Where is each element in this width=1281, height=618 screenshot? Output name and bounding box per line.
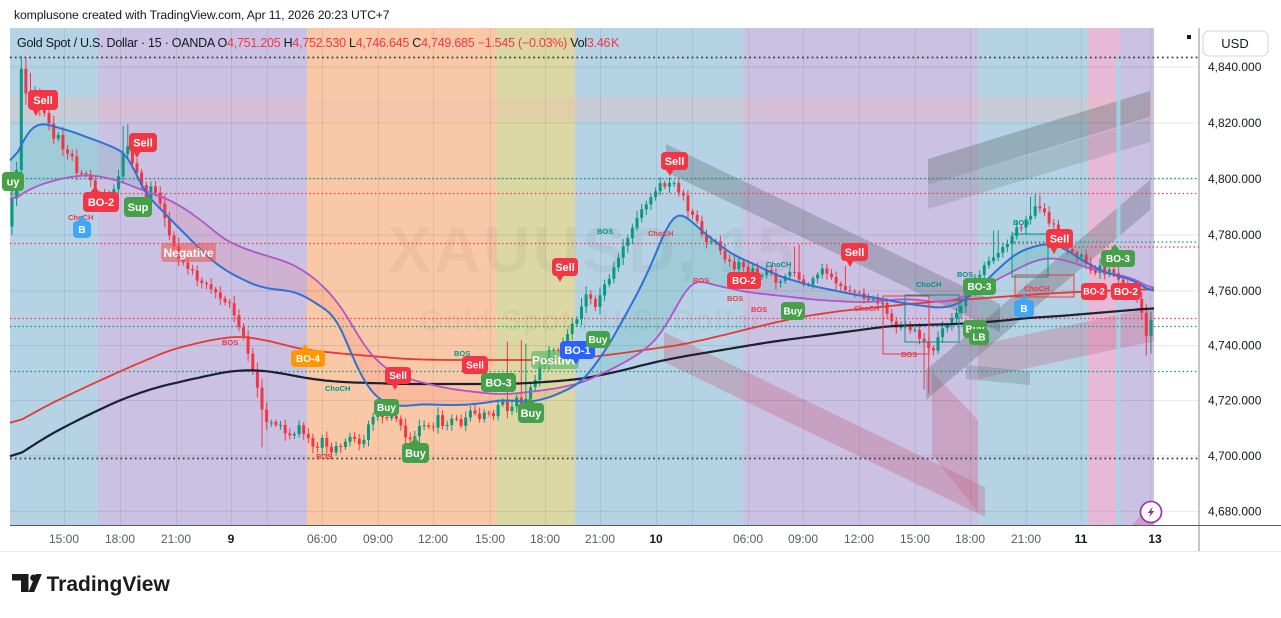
svg-text:21:00: 21:00 (161, 532, 191, 546)
svg-text:BOS: BOS (957, 270, 973, 279)
svg-text:4,780.000: 4,780.000 (1208, 228, 1262, 242)
svg-text:Sell: Sell (466, 361, 484, 372)
svg-text:BO-3: BO-3 (1106, 254, 1130, 265)
svg-text:BO-2: BO-2 (1083, 287, 1105, 297)
svg-text:21:00: 21:00 (1011, 532, 1041, 546)
svg-text:BOS: BOS (222, 338, 238, 347)
svg-text:ChoCH: ChoCH (1024, 284, 1049, 293)
svg-text:18:00: 18:00 (955, 532, 985, 546)
svg-text:Buy: Buy (521, 408, 543, 420)
svg-text:ChoCH: ChoCH (648, 229, 673, 238)
svg-text:ChoCH: ChoCH (766, 260, 791, 269)
svg-text:BOS: BOS (597, 227, 613, 236)
svg-text:12:00: 12:00 (844, 532, 874, 546)
svg-text:BOS: BOS (454, 349, 470, 358)
svg-text:15:00: 15:00 (900, 532, 930, 546)
svg-text:BOS: BOS (901, 350, 917, 359)
svg-text:Sell: Sell (133, 138, 153, 150)
svg-text:18:00: 18:00 (105, 532, 135, 546)
svg-text:Sell: Sell (1050, 234, 1070, 246)
svg-text:09:00: 09:00 (788, 532, 818, 546)
svg-text:21:00: 21:00 (585, 532, 615, 546)
svg-text:Sell: Sell (845, 247, 865, 259)
svg-text:10: 10 (649, 532, 663, 546)
svg-text:TradingView: TradingView (47, 573, 171, 596)
svg-text:BO-1: BO-1 (564, 345, 590, 357)
svg-text:Buy: Buy (377, 403, 396, 414)
svg-text:Buy: Buy (784, 307, 803, 318)
svg-text:ChoCH: ChoCH (916, 280, 941, 289)
svg-text:Sell: Sell (33, 95, 53, 107)
svg-text:BO-2: BO-2 (1114, 287, 1138, 298)
svg-text:Gold Spot / U.S. Dollar · 15 ·: Gold Spot / U.S. Dollar · 15 · OANDA O4,… (17, 36, 620, 50)
svg-text:USD: USD (1221, 36, 1248, 51)
svg-text:Buy: Buy (589, 335, 608, 346)
svg-text:BO-4: BO-4 (296, 354, 320, 365)
svg-text:ChoCH: ChoCH (325, 384, 350, 393)
svg-text:9: 9 (228, 532, 235, 546)
svg-text:4,820.000: 4,820.000 (1208, 116, 1262, 130)
svg-text:18:00: 18:00 (530, 532, 560, 546)
svg-text:BO-3: BO-3 (485, 378, 511, 390)
svg-text:BOS: BOS (727, 294, 743, 303)
svg-text:11: 11 (1075, 532, 1088, 546)
svg-text:Sup: Sup (128, 202, 149, 214)
svg-text:BO-2: BO-2 (88, 197, 114, 209)
svg-text:ChoCH: ChoCH (854, 304, 879, 313)
svg-text:4,680.000: 4,680.000 (1208, 504, 1262, 518)
svg-text:15:00: 15:00 (475, 532, 505, 546)
svg-text:Buy: Buy (405, 448, 427, 460)
svg-text:B: B (1020, 304, 1027, 315)
svg-text:13: 13 (1148, 532, 1162, 546)
svg-text:4,720.000: 4,720.000 (1208, 394, 1262, 408)
svg-text:4,740.000: 4,740.000 (1208, 339, 1262, 353)
svg-text:B: B (78, 225, 85, 236)
svg-text:09:00: 09:00 (363, 532, 393, 546)
svg-text:BOS: BOS (1013, 218, 1029, 227)
svg-text:06:00: 06:00 (307, 532, 337, 546)
svg-text:Sell: Sell (665, 156, 685, 168)
svg-text:BO-3: BO-3 (968, 282, 992, 293)
svg-text:4,800.000: 4,800.000 (1208, 172, 1262, 186)
svg-text:Negative: Negative (163, 246, 213, 260)
svg-text:Sell: Sell (389, 371, 407, 382)
svg-text:Sell: Sell (555, 262, 575, 274)
svg-text:komplusone created with Tradin: komplusone created with TradingView.com,… (14, 8, 390, 22)
svg-text:4,700.000: 4,700.000 (1208, 449, 1262, 463)
svg-text:06:00: 06:00 (733, 532, 763, 546)
svg-text:uy: uy (7, 177, 21, 189)
svg-text:BO-2: BO-2 (732, 276, 756, 287)
svg-text:LB: LB (972, 333, 985, 344)
svg-text:12:00: 12:00 (418, 532, 448, 546)
svg-text:4,760.000: 4,760.000 (1208, 284, 1262, 298)
svg-text:BOS: BOS (316, 452, 332, 461)
svg-text:15:00: 15:00 (49, 532, 79, 546)
svg-text:BOS: BOS (693, 276, 709, 285)
svg-text:BOS: BOS (751, 305, 767, 314)
svg-text:4,840.000: 4,840.000 (1208, 60, 1262, 74)
